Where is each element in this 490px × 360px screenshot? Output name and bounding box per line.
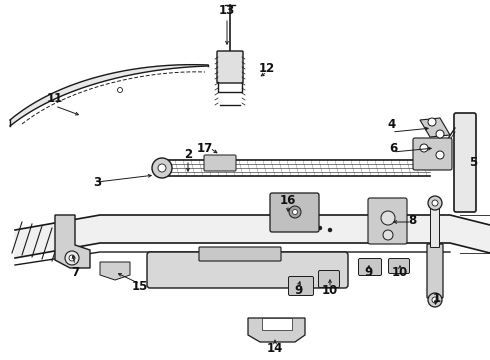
FancyBboxPatch shape bbox=[431, 204, 440, 248]
Text: 11: 11 bbox=[47, 91, 63, 104]
Polygon shape bbox=[100, 262, 130, 280]
Text: 8: 8 bbox=[408, 213, 416, 226]
FancyBboxPatch shape bbox=[318, 270, 340, 288]
Polygon shape bbox=[10, 65, 208, 126]
Circle shape bbox=[69, 255, 75, 261]
FancyBboxPatch shape bbox=[454, 113, 476, 212]
Text: 12: 12 bbox=[259, 62, 275, 75]
Text: 5: 5 bbox=[469, 157, 477, 170]
Circle shape bbox=[328, 228, 332, 232]
Circle shape bbox=[432, 297, 438, 303]
FancyBboxPatch shape bbox=[413, 138, 452, 170]
Circle shape bbox=[318, 226, 322, 230]
FancyBboxPatch shape bbox=[427, 244, 443, 298]
Text: 13: 13 bbox=[219, 4, 235, 17]
Text: 16: 16 bbox=[280, 194, 296, 207]
Text: 9: 9 bbox=[364, 266, 372, 279]
Text: 2: 2 bbox=[184, 148, 192, 162]
Polygon shape bbox=[248, 318, 305, 342]
Text: 10: 10 bbox=[392, 266, 408, 279]
FancyBboxPatch shape bbox=[389, 258, 410, 274]
Text: 4: 4 bbox=[388, 117, 396, 130]
Text: 1: 1 bbox=[433, 292, 441, 305]
Polygon shape bbox=[262, 318, 292, 330]
FancyBboxPatch shape bbox=[147, 252, 348, 288]
Text: 14: 14 bbox=[267, 342, 283, 355]
Circle shape bbox=[428, 293, 442, 307]
Text: 17: 17 bbox=[197, 141, 213, 154]
FancyBboxPatch shape bbox=[368, 198, 407, 244]
FancyBboxPatch shape bbox=[270, 193, 319, 232]
Circle shape bbox=[428, 118, 436, 126]
Text: 7: 7 bbox=[71, 266, 79, 279]
FancyBboxPatch shape bbox=[359, 258, 382, 275]
FancyBboxPatch shape bbox=[199, 247, 281, 261]
Polygon shape bbox=[55, 215, 90, 268]
Text: 15: 15 bbox=[132, 279, 148, 292]
Circle shape bbox=[428, 196, 442, 210]
Circle shape bbox=[432, 200, 438, 206]
Circle shape bbox=[289, 206, 301, 218]
Text: 10: 10 bbox=[322, 284, 338, 297]
Text: 9: 9 bbox=[294, 284, 302, 297]
Circle shape bbox=[152, 158, 172, 178]
Text: 3: 3 bbox=[93, 175, 101, 189]
Circle shape bbox=[293, 210, 297, 215]
FancyBboxPatch shape bbox=[289, 276, 314, 296]
Circle shape bbox=[158, 164, 166, 172]
FancyBboxPatch shape bbox=[217, 51, 243, 83]
Circle shape bbox=[436, 130, 444, 138]
Text: 6: 6 bbox=[389, 141, 397, 154]
Polygon shape bbox=[420, 118, 450, 137]
Circle shape bbox=[420, 144, 428, 152]
Circle shape bbox=[381, 211, 395, 225]
Circle shape bbox=[118, 87, 122, 93]
Polygon shape bbox=[15, 215, 490, 258]
FancyBboxPatch shape bbox=[204, 155, 236, 171]
Circle shape bbox=[436, 151, 444, 159]
Circle shape bbox=[65, 251, 79, 265]
Circle shape bbox=[383, 230, 393, 240]
